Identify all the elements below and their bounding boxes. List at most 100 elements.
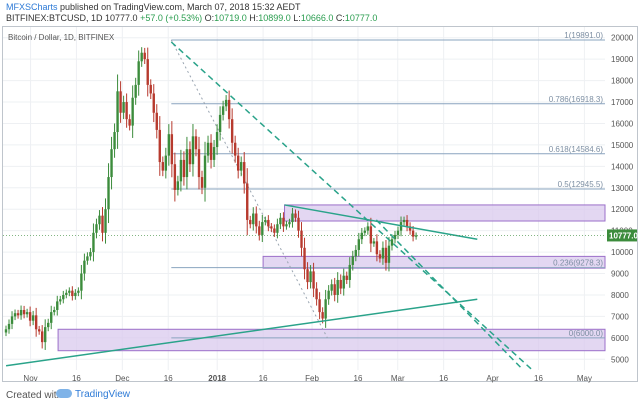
candle-body <box>143 52 146 60</box>
low-label: L: <box>293 13 301 23</box>
candle-body <box>140 52 143 62</box>
candle-body <box>282 217 285 227</box>
candle-body <box>131 97 134 126</box>
candle-body <box>92 232 95 253</box>
candle-body <box>318 299 321 313</box>
candle-body <box>62 294 65 300</box>
candle-body <box>37 329 41 332</box>
candle-body <box>95 224 98 233</box>
y-tick-label: 19000 <box>611 55 634 64</box>
candle-body <box>158 129 161 163</box>
chart-frame <box>2 26 638 382</box>
candle-body <box>56 301 59 310</box>
candle-body <box>134 84 137 98</box>
candle-body <box>137 61 140 85</box>
trendline <box>5 298 478 367</box>
fib-level-label: 1(19891.0) <box>564 31 603 40</box>
candle-body <box>327 290 330 300</box>
high-label: H: <box>249 13 259 23</box>
candle-body <box>40 331 44 343</box>
footer: Created with TradingView <box>0 384 640 406</box>
tradingview-logo-text: TradingView <box>75 389 131 400</box>
author-link[interactable]: MFXSCharts <box>6 2 58 12</box>
candle-body <box>303 247 306 270</box>
candle-body <box>176 181 180 190</box>
candle-body <box>167 134 171 156</box>
open-label: O: <box>204 13 215 23</box>
candle-body <box>125 102 128 120</box>
candle-body <box>402 219 406 223</box>
candle-body <box>249 219 252 225</box>
y-tick-label: 8000 <box>611 291 629 300</box>
tradingview-logo[interactable]: TradingView <box>56 389 130 400</box>
candle-body <box>315 288 318 300</box>
x-tick-label: 16 <box>534 374 543 383</box>
candle-body <box>246 183 249 220</box>
fib-level-label: 0.236(9278.3) <box>553 259 603 268</box>
x-tick-label: 16 <box>354 374 363 383</box>
candle-body <box>240 162 243 171</box>
candle-body <box>113 132 116 150</box>
candle-body <box>7 323 11 330</box>
candle-body <box>110 149 113 178</box>
candle-body <box>203 155 207 188</box>
y-tick-label: 6000 <box>611 334 629 343</box>
candle-body <box>309 271 312 283</box>
dashed-trendline <box>170 41 533 371</box>
close-value: 10777.0 <box>344 13 378 23</box>
candle-body <box>65 292 68 295</box>
x-tick-label: Apr <box>486 374 499 383</box>
candle-body <box>59 299 62 302</box>
support-resistance-zone <box>262 255 606 269</box>
candle-body <box>34 315 38 330</box>
candle-body <box>348 264 351 280</box>
candle-body <box>414 235 418 237</box>
y-tick-label: 9000 <box>611 270 629 279</box>
candle-body <box>342 275 345 289</box>
candle-body <box>378 254 382 259</box>
x-tick-label: 16 <box>259 374 268 383</box>
symbol-label: BITFINEX:BTCUSD, 1D <box>6 13 103 23</box>
candle-body <box>209 142 213 160</box>
price-change: +57.0 (+0.53%) <box>140 13 203 23</box>
candle-body <box>71 290 74 297</box>
last-price: 10777.0 <box>105 13 138 23</box>
x-tick-label: Mar <box>391 374 405 383</box>
x-tick-label: 16 <box>439 374 448 383</box>
candle-body <box>31 315 35 321</box>
y-tick-label: 10000 <box>611 248 634 257</box>
candle-body <box>10 316 14 324</box>
candle-body <box>372 241 376 244</box>
candle-body <box>13 313 17 317</box>
candle-body <box>261 222 264 235</box>
candle-body <box>330 284 333 291</box>
candle-body <box>170 134 174 165</box>
candle-body <box>188 149 192 165</box>
candle-body <box>182 159 186 178</box>
candle-body <box>366 226 370 231</box>
candle-body <box>191 136 195 165</box>
candle-body <box>288 222 291 225</box>
x-tick-label: Dec <box>115 374 129 383</box>
candle-body <box>336 279 339 295</box>
candle-body <box>128 119 131 126</box>
candle-body <box>119 91 122 113</box>
y-tick-label: 7000 <box>611 312 629 321</box>
y-tick-label: 16000 <box>611 119 634 128</box>
candle-body <box>25 312 29 315</box>
candle-body <box>212 147 216 160</box>
candle-body <box>264 219 267 223</box>
candle-body <box>44 327 47 343</box>
candle-body <box>86 256 89 261</box>
candle-body <box>83 260 86 274</box>
candle-body <box>243 162 246 184</box>
candle-body <box>146 59 149 85</box>
last-price-tag <box>607 229 637 242</box>
candle-body <box>68 290 71 293</box>
candle-body <box>411 230 415 237</box>
candle-body <box>339 279 342 289</box>
candle-body <box>387 245 391 263</box>
candle-body <box>179 159 183 182</box>
candle-body <box>233 142 237 156</box>
